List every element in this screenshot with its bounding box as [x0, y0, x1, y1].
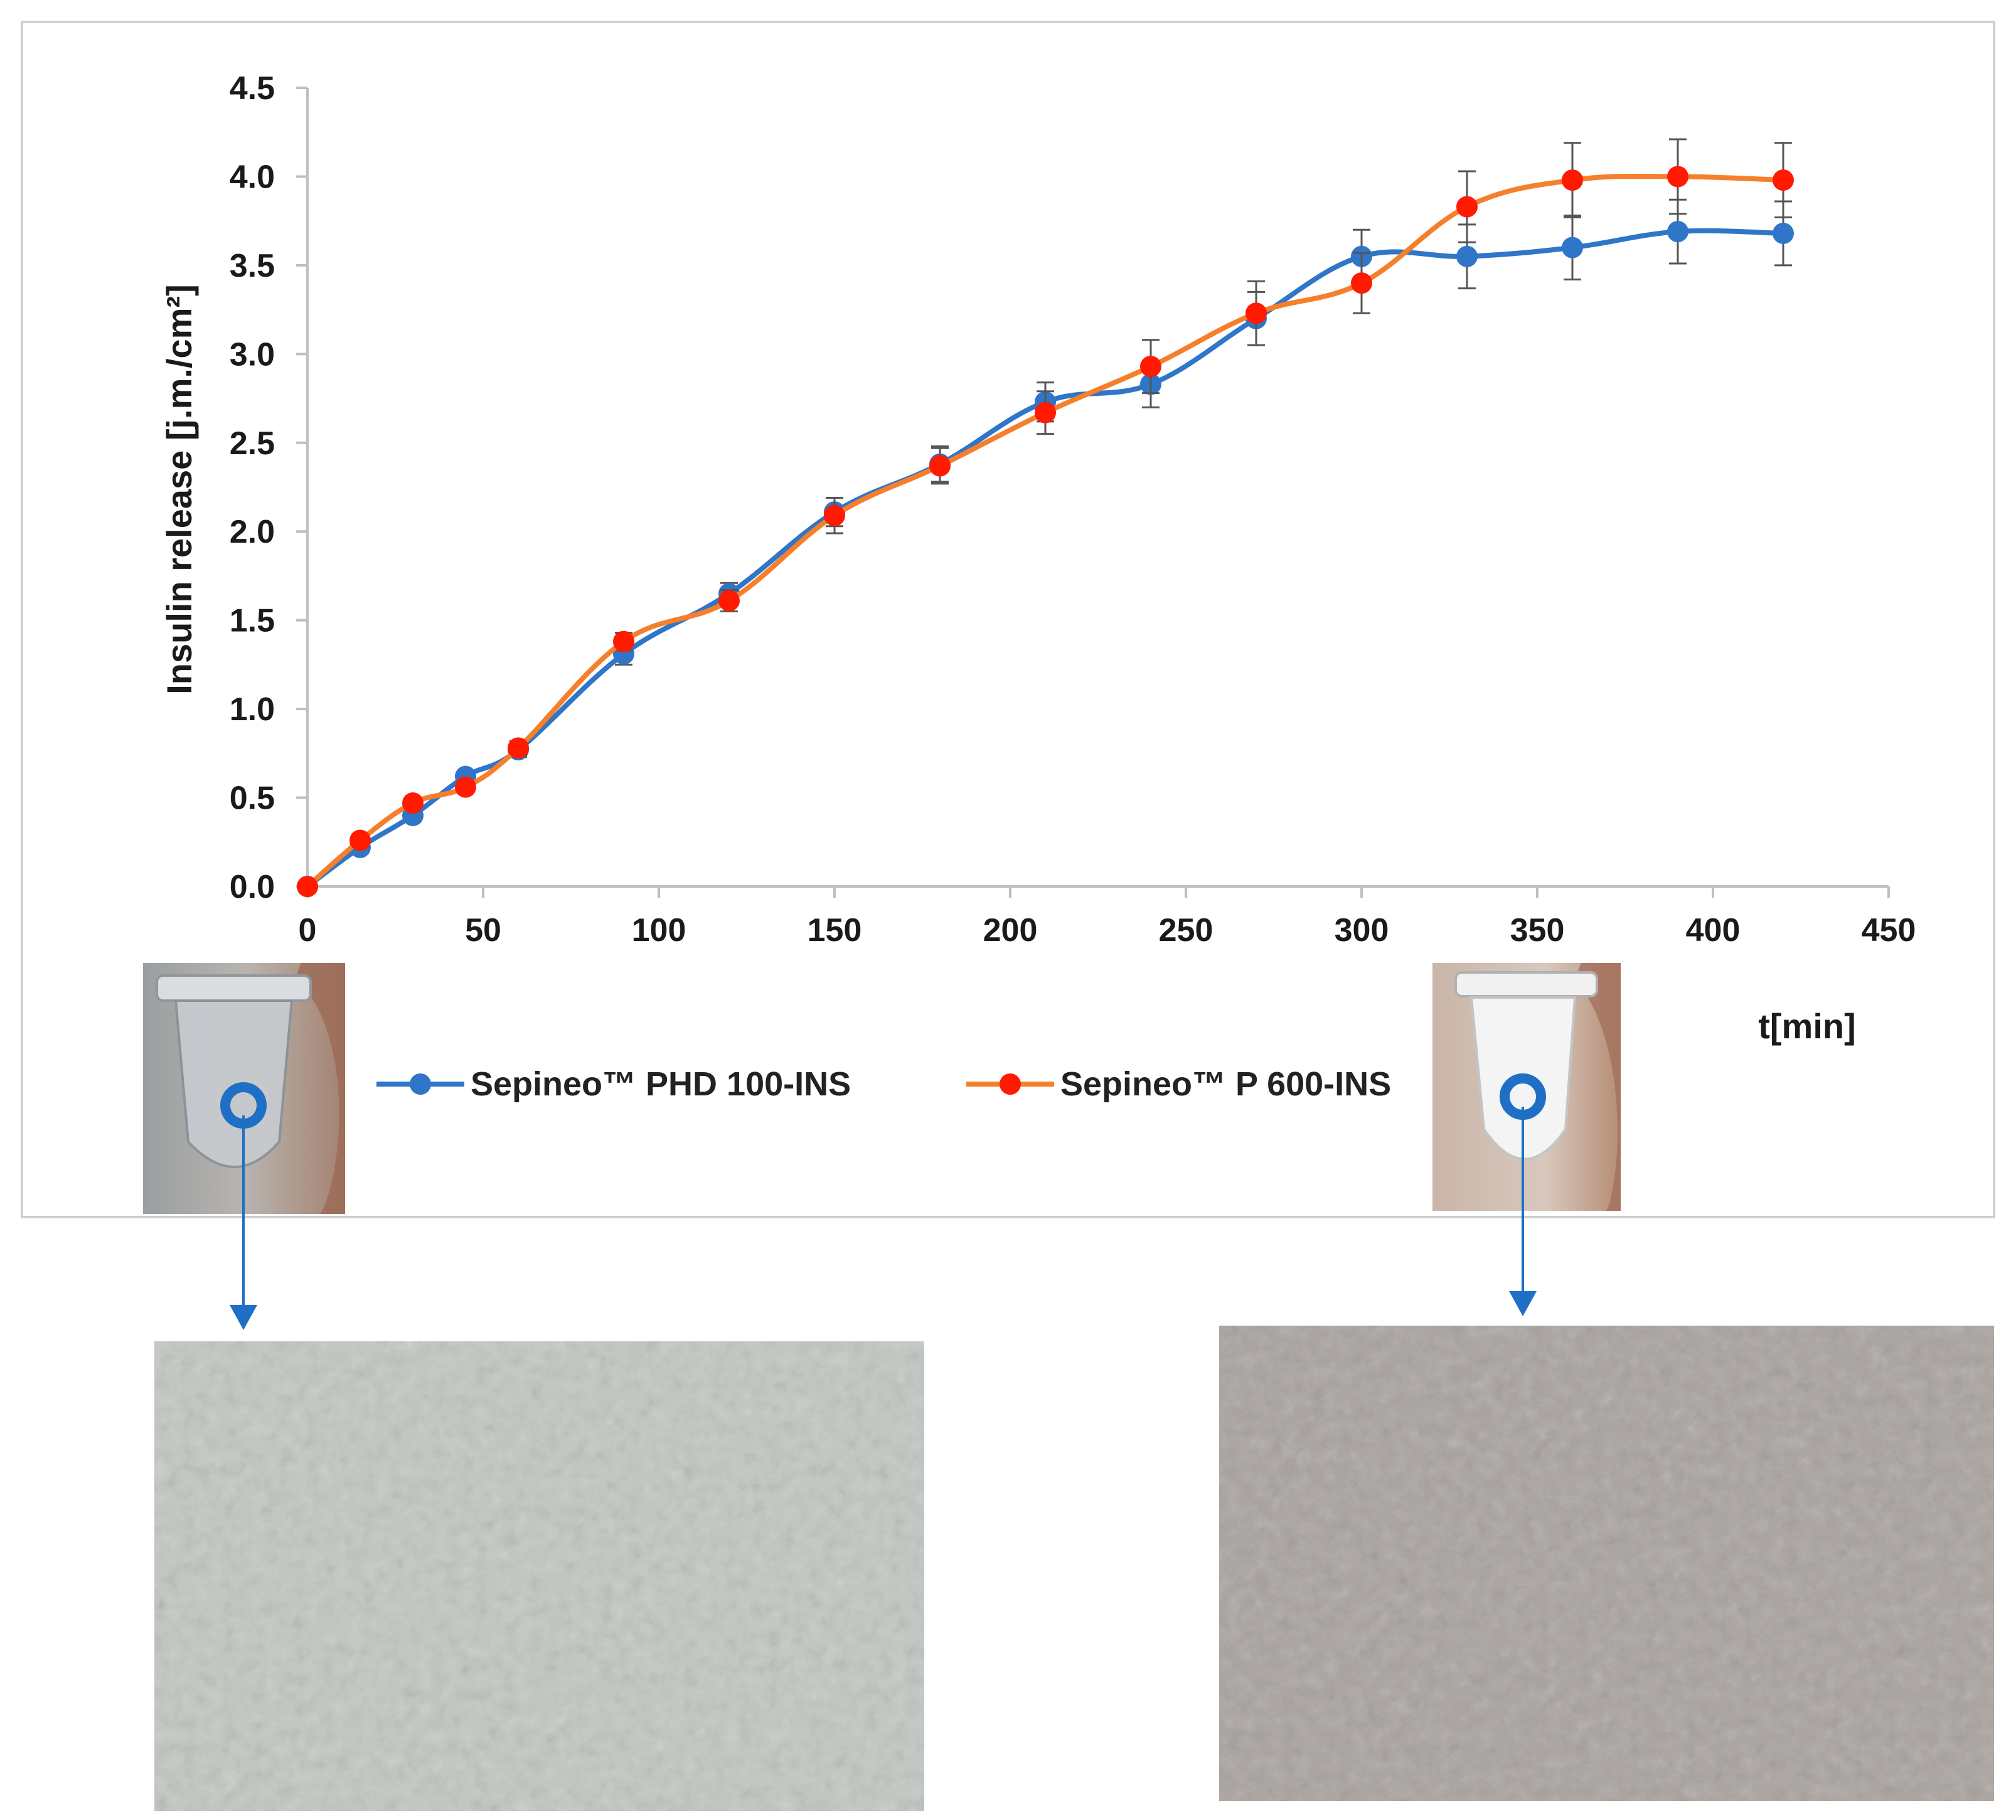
legend-item-phd: Sepineo™ PHD 100-INS: [376, 1065, 851, 1103]
y-tick-label: 1.0: [230, 691, 275, 728]
data-point: [1140, 356, 1161, 378]
legend-swatch-marker-phd: [410, 1073, 431, 1095]
y-tick-label: 3.0: [230, 336, 275, 373]
data-point: [297, 876, 318, 897]
right-arrow: [1509, 1107, 1537, 1316]
data-point: [1667, 166, 1688, 188]
legend-label-phd: Sepineo™ PHD 100-INS: [471, 1065, 851, 1103]
data-point: [613, 631, 634, 652]
right-tube-photo: [1432, 963, 1621, 1211]
data-point: [1456, 196, 1478, 218]
data-point: [824, 504, 845, 526]
y-tick-label: 3.5: [230, 248, 275, 284]
x-tick-label: 200: [983, 912, 1038, 949]
data-point: [1562, 169, 1583, 191]
data-point: [1456, 245, 1478, 267]
data-point: [718, 590, 740, 612]
data-point: [455, 776, 476, 798]
x-tick-label: 250: [1159, 912, 1213, 949]
y-tick-label: 4.5: [230, 70, 275, 107]
y-axis-title: Insulin release [j.m./cm²]: [159, 284, 199, 694]
data-point: [1773, 222, 1794, 244]
data-point: [1562, 237, 1583, 258]
legend-label-p600: Sepineo™ P 600-INS: [1060, 1065, 1391, 1103]
legend: Sepineo™ PHD 100-INS Sepineo™ P 600-INS: [376, 1065, 1391, 1103]
data-point: [508, 737, 529, 759]
data-point: [349, 829, 371, 851]
x-tick-label: 50: [465, 912, 501, 949]
left-micrograph: [154, 1341, 924, 1811]
data-point: [1351, 272, 1372, 294]
x-tick-label: 150: [808, 912, 862, 949]
axes: 0 50 100 150 200 250 300 350 400 450 0.0 0.5 1.0 1.5 2…: [230, 70, 1916, 949]
x-tick-label: 400: [1686, 912, 1741, 949]
legend-item-p600: Sepineo™ P 600-INS: [966, 1065, 1391, 1103]
series-layer: [297, 138, 1794, 897]
x-tick-label: 300: [1335, 912, 1389, 949]
data-point: [1667, 221, 1688, 243]
y-tick-label: 2.0: [230, 514, 275, 550]
x-axis-title: t[min]: [1758, 1006, 1856, 1046]
y-tick-label: 1.5: [230, 603, 275, 639]
x-tick-label: 450: [1862, 912, 1916, 949]
series-p-600-ins: [297, 138, 1794, 897]
legend-swatch-marker-p600: [1000, 1073, 1021, 1095]
data-point: [1773, 169, 1794, 191]
x-tick-label: 0: [299, 912, 317, 949]
y-tick-label: 0.0: [230, 869, 275, 905]
data-point: [929, 455, 951, 477]
series-line: [306, 228, 1784, 889]
chart-frame: [21, 21, 1995, 1218]
y-tick-label: 2.5: [230, 425, 275, 462]
right-micrograph: [1219, 1326, 1994, 1801]
data-point: [1245, 302, 1267, 324]
data-point: [402, 792, 424, 814]
x-tick-label: 100: [632, 912, 686, 949]
data-point: [1035, 402, 1056, 423]
y-tick-label: 0.5: [230, 780, 275, 817]
left-arrow: [230, 1115, 257, 1330]
x-tick-label: 350: [1510, 912, 1565, 949]
y-tick-label: 4.0: [230, 159, 275, 195]
